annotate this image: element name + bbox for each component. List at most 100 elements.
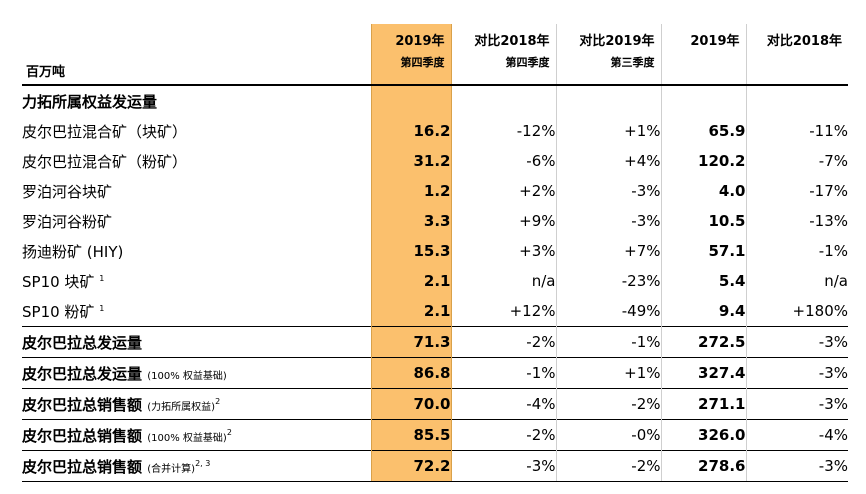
row-label-text: 罗泊河谷块矿 bbox=[22, 182, 113, 201]
row-label-text: 皮尔巴拉总发运量 bbox=[22, 333, 143, 352]
row-label: 皮尔巴拉总发运量 (100% 权益基础) bbox=[22, 357, 371, 389]
q4-value: 85.5 bbox=[370, 419, 452, 451]
qoq-value: -23% bbox=[555, 266, 661, 296]
shipments-table: 百万吨 2019年 对比2018年 对比2019年 2019年 对比2018年 … bbox=[22, 24, 848, 482]
qoq-value: +1% bbox=[555, 116, 661, 146]
header-fy-blank bbox=[660, 54, 746, 85]
table-row: 扬迪粉矿 (HIY) 15.3 +3% +7% 57.1 -1% bbox=[22, 236, 848, 266]
row-label-text: 皮尔巴拉混合矿（块矿） bbox=[22, 122, 188, 141]
row-label: 皮尔巴拉混合矿（粉矿） bbox=[22, 146, 371, 176]
row-label: SP10 粉矿 1 bbox=[22, 296, 371, 327]
row-label-text: 皮尔巴拉总销售额 bbox=[22, 457, 143, 476]
fyyoy-value: +180% bbox=[745, 296, 848, 327]
header-row-2: 第四季度 第四季度 第三季度 bbox=[22, 54, 848, 85]
table-row: 皮尔巴拉总销售额 (力拓所属权益)2 70.0 -4% -2% 271.1 -3% bbox=[22, 388, 848, 420]
yoy-value: +12% bbox=[450, 296, 556, 327]
row-label-text: 扬迪粉矿 (HIY) bbox=[22, 242, 124, 261]
fyyoy-value: -4% bbox=[745, 419, 848, 451]
q4-value: 15.3 bbox=[370, 236, 452, 266]
row-label-note: (力拓所属权益) bbox=[147, 401, 216, 413]
row-label: 皮尔巴拉总发运量 bbox=[22, 326, 371, 358]
fyyoy-value: n/a bbox=[745, 266, 848, 296]
fyyoy-value: -17% bbox=[745, 176, 848, 206]
footnote-marker: 1 bbox=[99, 303, 105, 313]
row-label-text: 皮尔巴拉总销售额 bbox=[22, 395, 143, 414]
table-row: 罗泊河谷块矿 1.2 +2% -3% 4.0 -17% bbox=[22, 176, 848, 206]
qoq-value: -2% bbox=[555, 388, 661, 420]
table-row: 皮尔巴拉总发运量 71.3 -2% -1% 272.5 -3% bbox=[22, 326, 848, 358]
row-label: 罗泊河谷粉矿 bbox=[22, 206, 371, 236]
row-label: 皮尔巴拉混合矿（块矿） bbox=[22, 116, 371, 146]
header-fyyoy-blank bbox=[745, 54, 848, 85]
footnote-marker: 2, 3 bbox=[195, 458, 211, 468]
table-row: SP10 块矿 1 2.1 n/a -23% 5.4 n/a bbox=[22, 266, 848, 296]
yoy-value: -1% bbox=[450, 357, 556, 389]
yoy-value: -6% bbox=[450, 146, 556, 176]
yoy-value: -2% bbox=[450, 419, 556, 451]
footnote-marker: 2 bbox=[226, 427, 232, 437]
qoq-value: +1% bbox=[555, 357, 661, 389]
fy-value: 120.2 bbox=[660, 146, 746, 176]
fyyoy-value: -3% bbox=[745, 450, 848, 482]
row-label-note: (合并计算) bbox=[147, 463, 196, 475]
table-row: 皮尔巴拉总发运量 (100% 权益基础) 86.8 -1% +1% 327.4 -3% bbox=[22, 357, 848, 389]
row-label: 皮尔巴拉总销售额 (100% 权益基础)2 bbox=[22, 419, 371, 451]
row-label-text: SP10 块矿 bbox=[22, 272, 95, 291]
section-blank-qoq bbox=[555, 84, 661, 116]
q4-value: 86.8 bbox=[370, 357, 452, 389]
section-q4-cell bbox=[370, 84, 452, 116]
table-row: 皮尔巴拉总销售额 (合并计算)2, 3 72.2 -3% -2% 278.6 -3% bbox=[22, 450, 848, 482]
fy-value: 326.0 bbox=[660, 419, 746, 451]
table-row: 罗泊河谷粉矿 3.3 +9% -3% 10.5 -13% bbox=[22, 206, 848, 236]
row-label: 皮尔巴拉总销售额 (力拓所属权益)2 bbox=[22, 388, 371, 420]
fy-value: 10.5 bbox=[660, 206, 746, 236]
qoq-value: -3% bbox=[555, 206, 661, 236]
section-row: 力拓所属权益发运量 bbox=[22, 84, 848, 116]
fy-value: 65.9 bbox=[660, 116, 746, 146]
section-title: 力拓所属权益发运量 bbox=[22, 84, 371, 116]
table-row: 皮尔巴拉混合矿（块矿） 16.2 -12% +1% 65.9 -11% bbox=[22, 116, 848, 146]
q4-value: 70.0 bbox=[370, 388, 452, 420]
q4-value: 3.3 bbox=[370, 206, 452, 236]
row-label: 扬迪粉矿 (HIY) bbox=[22, 236, 371, 266]
qoq-value: -0% bbox=[555, 419, 661, 451]
section-blank-yoy bbox=[450, 84, 556, 116]
footnote-marker: 2 bbox=[215, 396, 221, 406]
fy-value: 272.5 bbox=[660, 326, 746, 358]
row-label-note: (100% 权益基础) bbox=[147, 432, 227, 444]
table-row: 皮尔巴拉混合矿（粉矿） 31.2 -6% +4% 120.2 -7% bbox=[22, 146, 848, 176]
header-yoy-line1: 对比2018年 bbox=[450, 24, 556, 54]
qoq-value: -1% bbox=[555, 326, 661, 358]
row-label-note: (100% 权益基础) bbox=[147, 370, 227, 382]
yoy-value: -3% bbox=[450, 450, 556, 482]
fy-value: 57.1 bbox=[660, 236, 746, 266]
yoy-value: +3% bbox=[450, 236, 556, 266]
q4-value: 72.2 bbox=[370, 450, 452, 482]
q4-value: 16.2 bbox=[370, 116, 452, 146]
fy-value: 5.4 bbox=[660, 266, 746, 296]
q4-value: 2.1 bbox=[370, 296, 452, 327]
header-qoq-line2: 第三季度 bbox=[555, 54, 661, 85]
header-row-1: 百万吨 2019年 对比2018年 对比2019年 2019年 对比2018年 bbox=[22, 24, 848, 80]
qoq-value: -2% bbox=[555, 450, 661, 482]
row-label-text: 皮尔巴拉混合矿（粉矿） bbox=[22, 152, 188, 171]
header-q4-year: 2019年 bbox=[370, 24, 452, 54]
qoq-value: -3% bbox=[555, 176, 661, 206]
table-row: 皮尔巴拉总销售额 (100% 权益基础)2 85.5 -2% -0% 326.0 -4% bbox=[22, 419, 848, 451]
header-q4-quarter: 第四季度 bbox=[370, 54, 452, 85]
table-row: SP10 粉矿 1 2.1 +12% -49% 9.4 +180% bbox=[22, 296, 848, 327]
yoy-value: -12% bbox=[450, 116, 556, 146]
fy-value: 278.6 bbox=[660, 450, 746, 482]
yoy-value: n/a bbox=[450, 266, 556, 296]
row-label: SP10 块矿 1 bbox=[22, 266, 371, 296]
fy-value: 4.0 bbox=[660, 176, 746, 206]
section-blank-fyyoy bbox=[745, 84, 848, 116]
qoq-value: -49% bbox=[555, 296, 661, 327]
qoq-value: +7% bbox=[555, 236, 661, 266]
row-label: 罗泊河谷块矿 bbox=[22, 176, 371, 206]
yoy-value: -2% bbox=[450, 326, 556, 358]
row-label-text: 皮尔巴拉总销售额 bbox=[22, 426, 143, 445]
unit-label: 百万吨 bbox=[26, 65, 66, 80]
yoy-value: +9% bbox=[450, 206, 556, 236]
row-label-text: SP10 粉矿 bbox=[22, 302, 95, 321]
